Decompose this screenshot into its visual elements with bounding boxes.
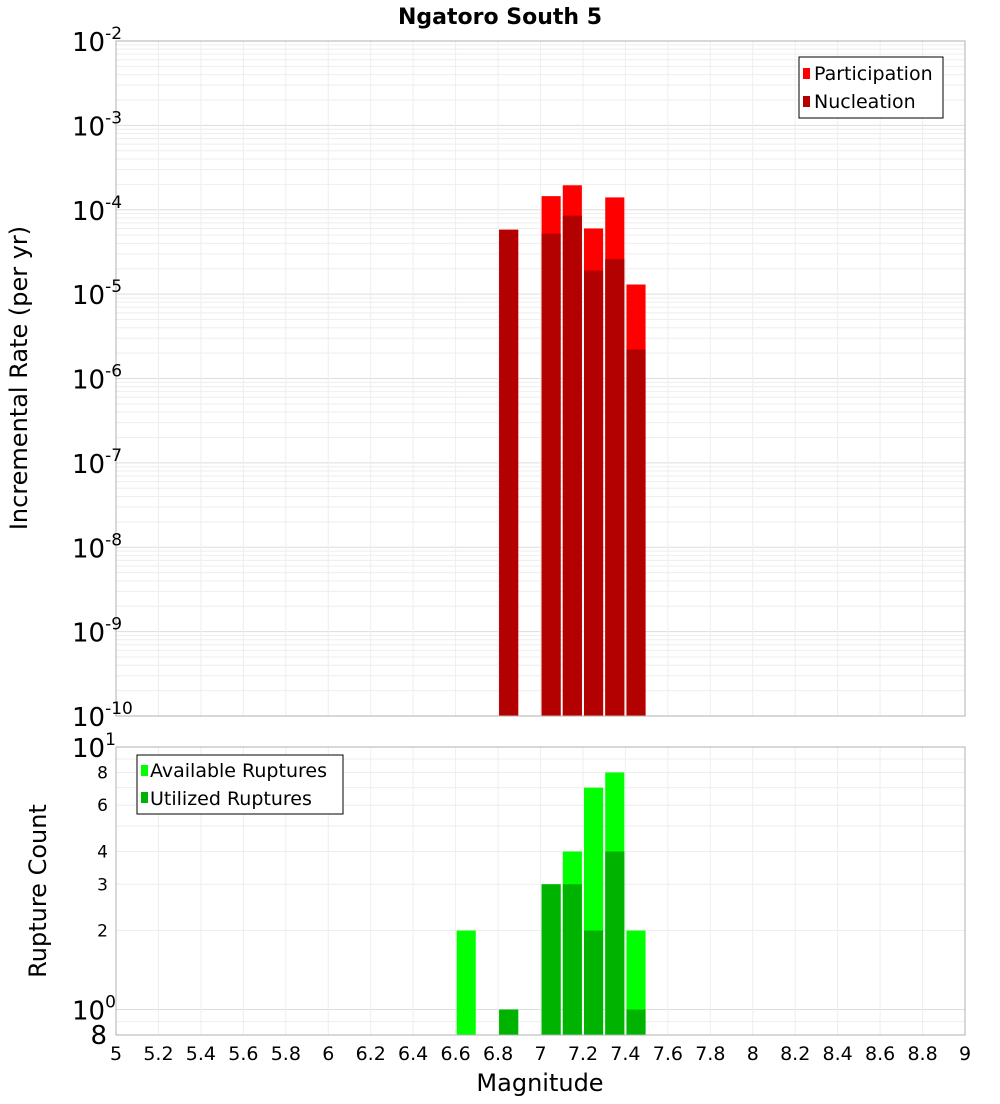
legend-label-utilized: Utilized Ruptures: [150, 788, 312, 810]
x-tick-label: 7.6: [653, 1043, 683, 1065]
x-tick-label: 6.4: [398, 1043, 428, 1065]
available-ruptures-bar: [456, 930, 476, 1035]
utilized-ruptures-bar: [541, 884, 561, 1035]
x-axis-title: Magnitude: [476, 1069, 603, 1097]
bottom-y-tick-label-major: 101: [72, 730, 116, 764]
utilized-ruptures-bar: [605, 851, 625, 1035]
bottom-y-tick-label-major: 100: [72, 993, 116, 1027]
bottom-y-axis-title: Rupture Count: [24, 804, 52, 978]
chart-title: Ngatoro South 5: [398, 5, 602, 30]
legend-swatch-available: [141, 765, 148, 776]
x-tick-labels: 5 5.2 5.4 5.6 5.8 6 6.2 6.4 6.6 6.8 7 7.2 7.4 7.6 7.8 8…: [110, 1043, 971, 1065]
x-tick-label: 7.4: [610, 1043, 640, 1065]
x-tick-label: 7: [534, 1043, 546, 1065]
top-y-tick-label: 10-10: [72, 699, 133, 733]
legend-label-participation: Participation: [814, 63, 933, 85]
bottom-y-tick-labels: 100 101 2 3 4 6 8 8: [72, 730, 116, 1051]
top-y-tick-labels: 10-10 10-9 10-8 10-7 10-6 10-5 10-4 10-3 10-2: [72, 24, 133, 733]
x-tick-label: 6.6: [440, 1043, 470, 1065]
x-tick-label: 6.8: [483, 1043, 513, 1065]
x-tick-label: 6: [322, 1043, 334, 1065]
legend-swatch-participation: [803, 68, 810, 79]
nucleation-bar: [626, 349, 646, 716]
nucleation-bar: [605, 259, 625, 716]
top-y-tick-label: 10-5: [72, 277, 122, 311]
legend-label-nucleation: Nucleation: [814, 91, 916, 113]
nucleation-bar: [499, 229, 519, 717]
bottom-panel-frame: [115, 746, 966, 1036]
nucleation-bar: [584, 270, 604, 716]
x-tick-label: 7.8: [695, 1043, 725, 1065]
utilized-ruptures-bar: [499, 1009, 519, 1035]
nucleation-bar: [562, 215, 582, 717]
legend-swatch-nucleation: [803, 96, 810, 107]
x-tick-label: 8.2: [780, 1043, 810, 1065]
top-panel-frame: [115, 40, 966, 717]
top-y-tick-label: 10-2: [72, 24, 122, 58]
legend-label-available: Available Ruptures: [150, 760, 327, 782]
available-ruptures-bar: [626, 930, 646, 1035]
bottom-legend: Available Ruptures Utilized Ruptures: [136, 754, 344, 815]
bottom-panel-bars: [456, 772, 646, 1035]
x-tick-label: 8.8: [907, 1043, 937, 1065]
legend-swatch-utilized: [141, 792, 148, 803]
top-y-tick-label: 10-6: [72, 362, 122, 396]
top-y-tick-label: 10-3: [72, 108, 122, 142]
top-y-tick-label: 10-9: [72, 615, 122, 649]
top-panel-grid: [115, 41, 966, 717]
bottom-y-tick-label-minor: 4: [97, 842, 108, 862]
top-y-tick-label: 10-7: [72, 446, 122, 480]
x-tick-label: 8.6: [865, 1043, 895, 1065]
utilized-ruptures-bar: [562, 884, 582, 1035]
bottom-y-tick-label-min: 8: [90, 1021, 107, 1051]
top-y-tick-label: 10-4: [72, 193, 122, 227]
x-tick-label: 6.2: [356, 1043, 386, 1065]
x-tick-label: 7.2: [568, 1043, 598, 1065]
top-legend: Participation Nucleation: [798, 56, 944, 119]
x-tick-label: 9: [959, 1043, 971, 1065]
x-tick-label: 5.6: [228, 1043, 258, 1065]
x-tick-label: 5.4: [186, 1043, 216, 1065]
utilized-ruptures-bar: [584, 930, 604, 1035]
x-tick-label: 5: [110, 1043, 122, 1065]
bottom-legend-box: [136, 754, 344, 815]
bottom-y-tick-label-minor: 8: [97, 763, 108, 783]
x-tick-label: 5.2: [143, 1043, 173, 1065]
bottom-y-tick-label-minor: 6: [97, 796, 108, 816]
x-tick-label: 8: [747, 1043, 759, 1065]
top-legend-box: [798, 56, 944, 119]
utilized-ruptures-bar: [626, 1009, 646, 1035]
top-y-tick-label: 10-8: [72, 530, 122, 564]
bottom-y-tick-label-minor: 2: [97, 922, 108, 942]
x-tick-label: 5.8: [271, 1043, 301, 1065]
bottom-y-tick-label-minor: 3: [97, 875, 108, 895]
nucleation-bar: [541, 233, 561, 716]
top-y-axis-title: Incremental Rate (per yr): [5, 226, 33, 530]
x-tick-label: 8.4: [823, 1043, 853, 1065]
top-panel-bars: [499, 185, 646, 717]
